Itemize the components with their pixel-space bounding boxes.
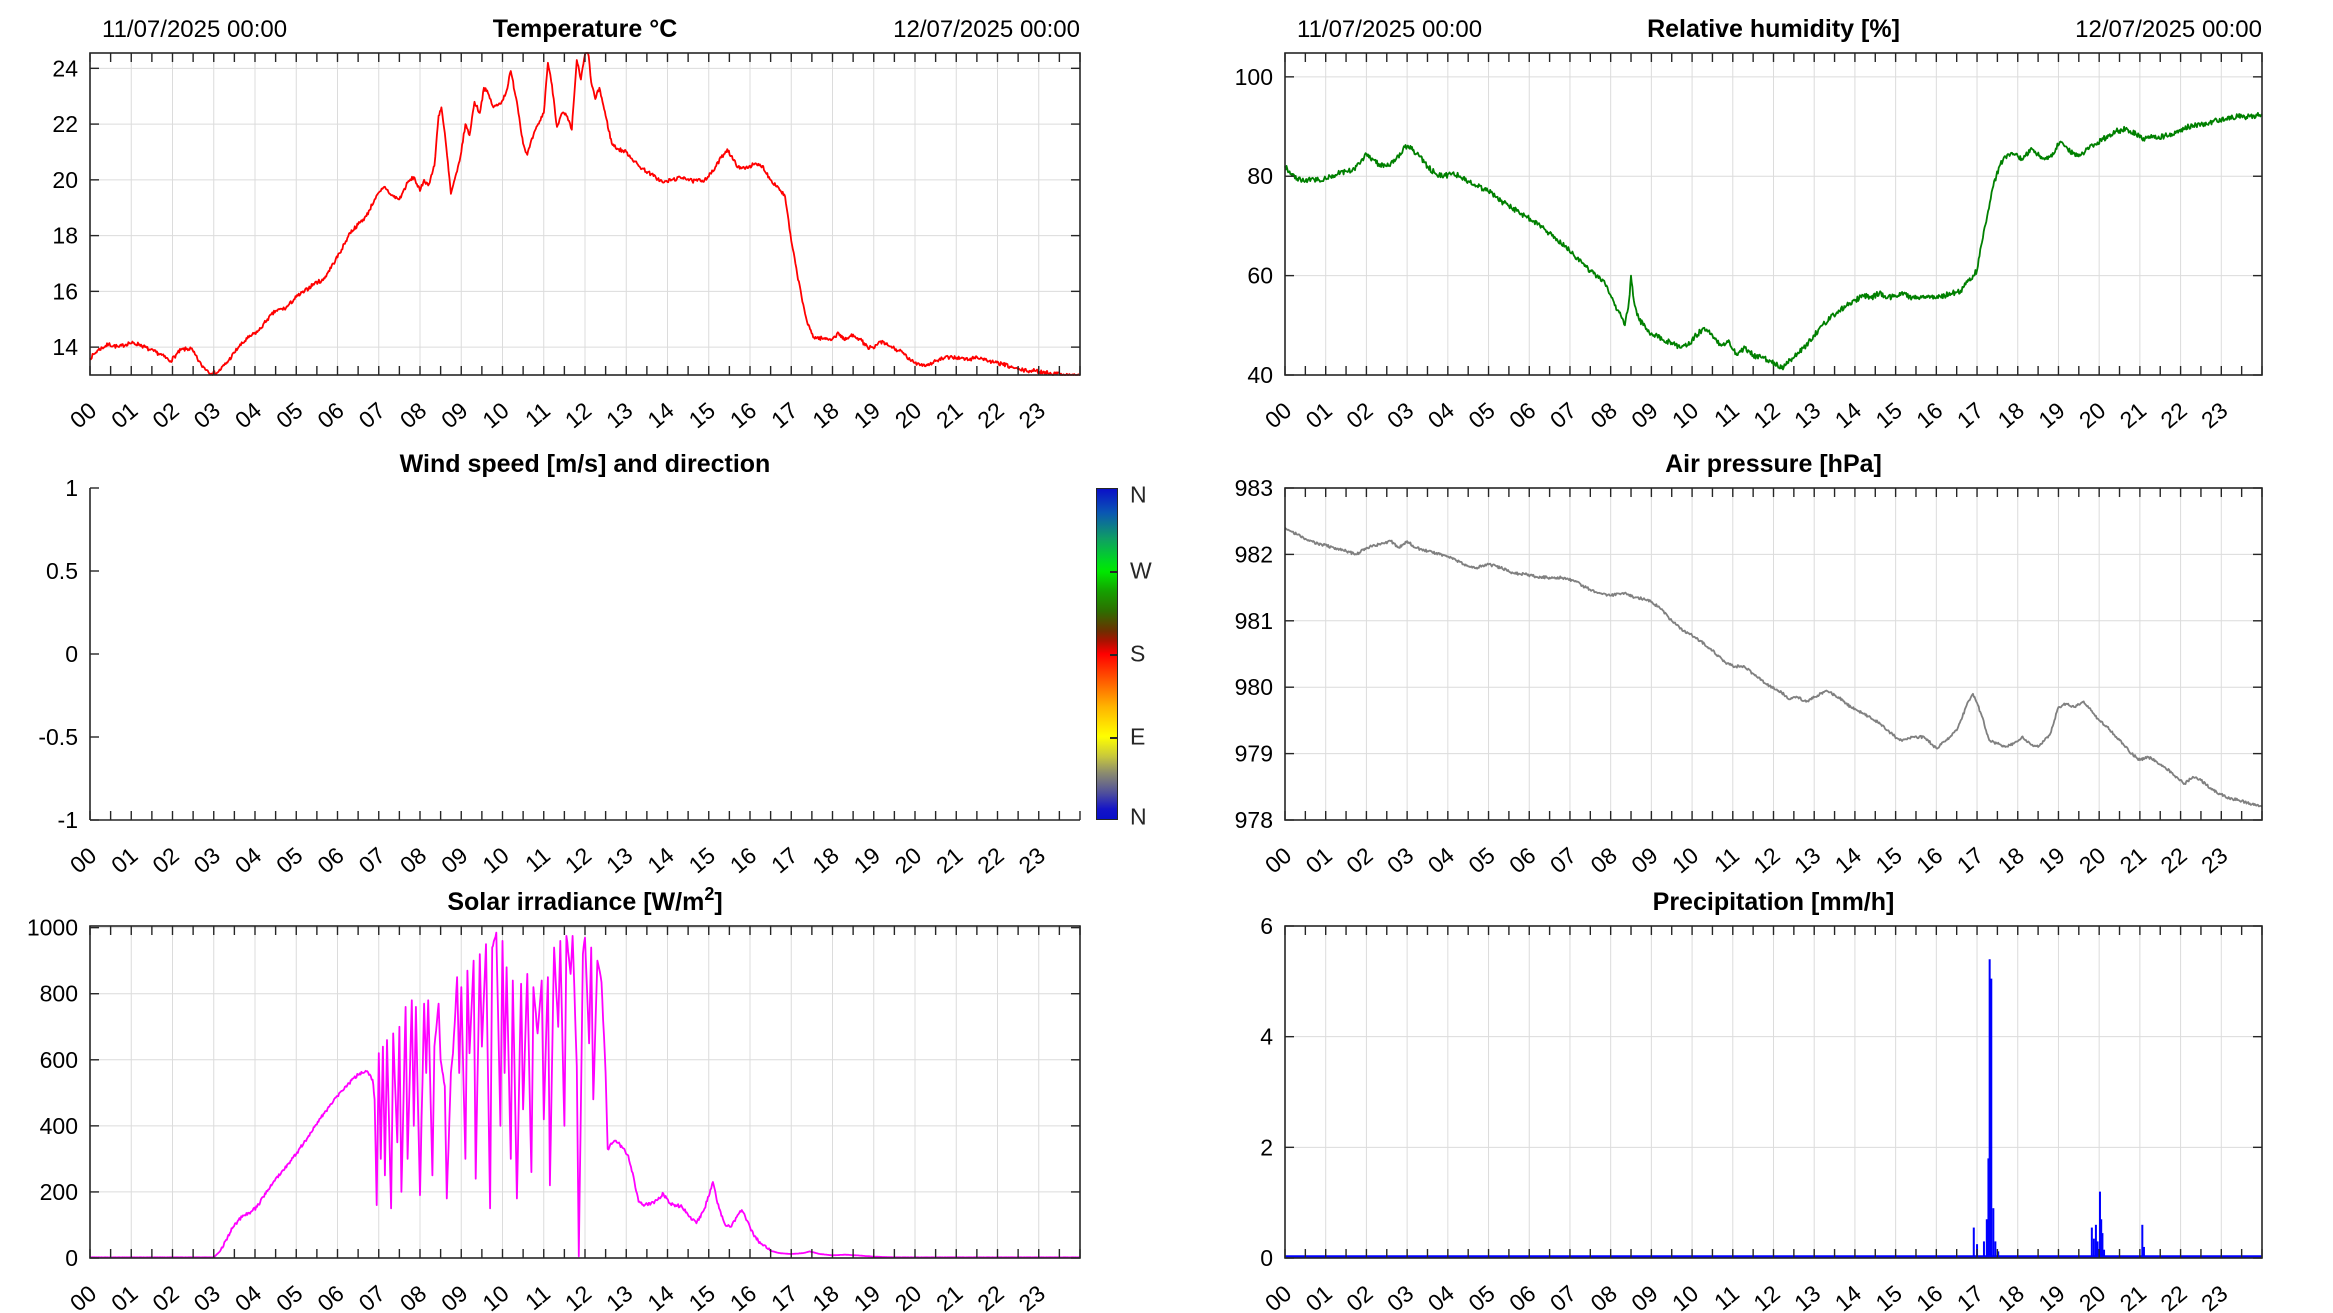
precipitation-xtick-label: 13 — [1789, 1280, 1825, 1313]
precipitation-xtick-label: 04 — [1423, 1280, 1459, 1313]
solar-ytick-label: 800 — [40, 981, 78, 1007]
solar-ytick-label: 1000 — [27, 915, 78, 941]
pressure-title: Air pressure [hPa] — [1665, 450, 1882, 478]
temperature-ytick-label: 16 — [52, 278, 78, 304]
precipitation-xtick-label: 00 — [1260, 1280, 1296, 1313]
wind-title: Wind speed [m/s] and direction — [400, 450, 771, 478]
wind-ytick-label: 0 — [65, 641, 78, 667]
solar-ytick-label: 0 — [65, 1245, 78, 1271]
precipitation-xtick-label: 16 — [1911, 1280, 1947, 1313]
solar-ytick-label: 600 — [40, 1047, 78, 1073]
precipitation-xtick-label: 22 — [2155, 1280, 2191, 1313]
precipitation-xtick-label: 14 — [1830, 1280, 1866, 1313]
precipitation-xtick-label: 12 — [1748, 1280, 1784, 1313]
precipitation-xtick-label: 06 — [1504, 1280, 1540, 1313]
solar-ytick-label: 200 — [40, 1179, 78, 1205]
temperature-ytick-label: 14 — [52, 334, 78, 360]
temperature-ytick-label: 22 — [52, 111, 78, 137]
temperature-ytick-label: 20 — [52, 167, 78, 193]
precipitation-ytick-label: 6 — [1260, 913, 1273, 939]
colorbar-label-north-bottom: N — [1130, 803, 1147, 830]
precipitation-ytick-label: 0 — [1260, 1245, 1273, 1271]
humidity-end-date-label: 12/07/2025 00:00 — [2075, 16, 2262, 43]
colorbar-tick-w — [1110, 571, 1117, 573]
colorbar-tick-s — [1110, 654, 1117, 656]
humidity-series — [1284, 112, 2263, 371]
colorbar-label-east: E — [1130, 723, 1146, 750]
precipitation-xtick-label: 21 — [2115, 1280, 2151, 1313]
pressure-ytick-label: 980 — [1235, 674, 1273, 700]
precipitation-xtick-label: 10 — [1667, 1280, 1703, 1313]
solar-title: Solar irradiance [W/m2] — [447, 884, 722, 916]
pressure-series — [1284, 527, 2263, 808]
precipitation-ytick-label: 4 — [1260, 1024, 1273, 1050]
wind-direction-colorbar: N W S E N — [1096, 481, 1152, 829]
colorbar-label-south: S — [1130, 640, 1146, 667]
temperature-series — [89, 52, 1081, 376]
precipitation-xtick-label: 09 — [1626, 1280, 1662, 1313]
solar-ytick-label: 400 — [40, 1113, 78, 1139]
pressure-ytick-label: 981 — [1235, 608, 1273, 634]
humidity-ytick-label: 60 — [1247, 263, 1273, 289]
temperature-ytick-label: 24 — [52, 55, 78, 81]
precipitation-xtick-label: 05 — [1463, 1280, 1499, 1313]
precipitation-xtick-label: 01 — [1301, 1280, 1337, 1313]
precipitation-xtick-label: 11 — [1709, 1280, 1744, 1313]
colorbar-tick-e — [1110, 737, 1117, 739]
precipitation-xtick-label: 15 — [1871, 1280, 1907, 1313]
humidity-ytick-label: 80 — [1247, 163, 1273, 189]
temperature-start-date-label: 11/07/2025 00:00 — [102, 16, 287, 43]
pressure-ytick-label: 978 — [1235, 807, 1273, 833]
precipitation-xtick-label: 19 — [2033, 1280, 2069, 1313]
pressure-ytick-label: 983 — [1235, 475, 1273, 501]
humidity-ytick-label: 40 — [1247, 362, 1273, 388]
precipitation-xtick-label: 07 — [1545, 1280, 1581, 1313]
humidity-ytick-label: 100 — [1235, 64, 1273, 90]
precipitation-xtick-label: 02 — [1341, 1280, 1377, 1313]
humidity-start-date-label: 11/07/2025 00:00 — [1297, 16, 1482, 43]
precipitation-xtick-label: 17 — [1952, 1280, 1988, 1313]
temperature-title: Temperature °C — [493, 15, 678, 43]
precipitation-xtick-label: 18 — [1993, 1280, 2029, 1313]
temperature-end-date-label: 12/07/2025 00:00 — [893, 16, 1080, 43]
precipitation-xtick-label: 20 — [2074, 1280, 2110, 1313]
precipitation-xtick-label: 23 — [2196, 1280, 2232, 1313]
precipitation-xtick-label: 03 — [1382, 1280, 1418, 1313]
precipitation-title: Precipitation [mm/h] — [1653, 888, 1895, 916]
colorbar-label-west: W — [1130, 557, 1152, 584]
colorbar-label-north-top: N — [1130, 481, 1147, 508]
wind-ytick-label: -1 — [58, 807, 78, 833]
precipitation-ytick-label: 2 — [1260, 1134, 1273, 1160]
humidity-title: Relative humidity [%] — [1647, 15, 1900, 43]
wind-ytick-label: 0.5 — [46, 558, 78, 584]
wind-ytick-label: -0.5 — [38, 724, 78, 750]
pressure-ytick-label: 979 — [1235, 741, 1273, 767]
temperature-ytick-label: 18 — [52, 223, 78, 249]
precipitation-xtick-label: 08 — [1586, 1280, 1622, 1313]
wind-ytick-label: 1 — [65, 475, 78, 501]
pressure-ytick-label: 982 — [1235, 541, 1273, 567]
